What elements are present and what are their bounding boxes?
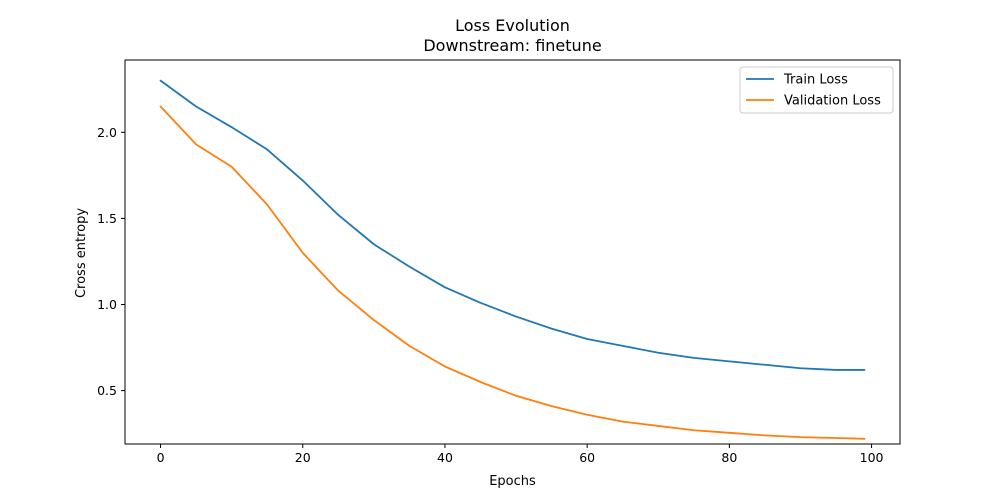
plot-frame (124, 59, 901, 445)
y-tick-label: 1.5 (97, 211, 117, 226)
series-line-validation-loss (159, 105, 866, 440)
legend-entry-label: Train Loss (783, 73, 848, 88)
y-tick-label: 2.0 (97, 125, 117, 140)
legend-entry-label: Validation Loss (784, 94, 881, 109)
series-line-train-loss (159, 79, 866, 371)
x-tick-label: 40 (437, 450, 453, 465)
y-axis-label: Cross entropy (74, 208, 89, 298)
legend-box (739, 66, 894, 114)
y-tick-label: 1.0 (97, 297, 117, 312)
x-tick-label: 80 (721, 450, 737, 465)
x-axis-label: Epochs (489, 474, 536, 489)
chart-title: Loss Evolution (455, 16, 570, 35)
y-tick-label: 0.5 (97, 383, 117, 398)
chart-subtitle: Downstream: finetune (423, 36, 601, 55)
plot-area: 0 20 40 60 80 100 0.5 1.0 1.5 2.0 (97, 59, 901, 465)
legend: Train Loss Validation Loss (739, 66, 894, 114)
x-tick-label: 0 (157, 450, 165, 465)
x-tick-label: 100 (860, 450, 884, 465)
x-tick-label: 20 (295, 450, 311, 465)
x-tick-label: 60 (579, 450, 595, 465)
